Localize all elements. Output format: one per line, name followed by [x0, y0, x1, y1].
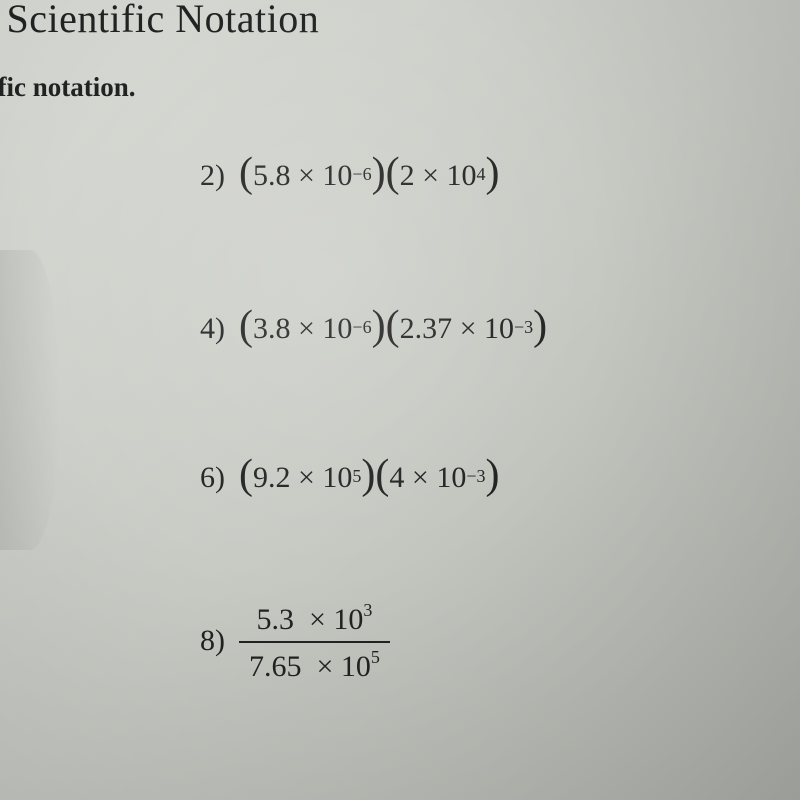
problem-6: 6) ( 9.2 × 105 )( 4 × 10−3 ): [200, 457, 500, 499]
worksheet-page: ng Scientific Notation ific notation. 2)…: [0, 0, 800, 800]
expression: ( 9.2 × 105 )( 4 × 10−3 ): [239, 457, 500, 499]
problem-8: 8) 5.3 × 103 7.65 × 105: [200, 600, 390, 682]
problem-2: 2) ( 5.8 × 10−6 )( 2 × 104 ): [200, 155, 500, 197]
problem-4: 4) ( 3.8 × 10−6 )( 2.37 × 10−3 ): [200, 308, 547, 350]
problem-number: 8): [200, 624, 225, 658]
coef-bot: 7.65: [249, 650, 302, 683]
left-paren-icon: (: [375, 454, 389, 496]
right-paren-icon: ): [361, 454, 375, 496]
page-subtitle: ific notation.: [0, 72, 136, 103]
coef-b: 2: [400, 159, 415, 193]
times: × 10: [404, 461, 466, 495]
right-paren-icon: ): [372, 305, 386, 347]
vignette-overlay: [0, 0, 800, 800]
left-paren-icon: (: [239, 305, 253, 347]
exp-top: 3: [363, 600, 372, 620]
left-paren-icon: (: [239, 454, 253, 496]
exp-b: −3: [514, 317, 533, 338]
times: × 10: [452, 312, 514, 346]
left-paren-icon: (: [386, 152, 400, 194]
exp-bot: 5: [371, 647, 380, 667]
right-paren-icon: ): [486, 152, 500, 194]
times: × 10: [291, 312, 353, 346]
coef-top: 5.3: [257, 603, 295, 636]
right-paren-icon: ): [486, 454, 500, 496]
right-paren-icon: ): [533, 305, 547, 347]
fraction-denominator: 7.65 × 105: [239, 643, 390, 684]
fraction: 5.3 × 103 7.65 × 105: [239, 602, 390, 684]
times: × 10: [415, 159, 477, 193]
page-title: ng Scientific Notation: [0, 0, 319, 42]
exp-a: −6: [352, 164, 371, 185]
coef-b: 2.37: [400, 312, 453, 346]
times: × 10: [309, 650, 371, 683]
fraction-numerator: 5.3 × 103: [247, 602, 383, 641]
times: × 10: [291, 159, 353, 193]
times: × 10: [291, 461, 353, 495]
exp-b: −3: [466, 466, 485, 487]
coef-a: 3.8: [253, 312, 291, 346]
exp-a: −6: [352, 317, 371, 338]
expression: ( 3.8 × 10−6 )( 2.37 × 10−3 ): [239, 308, 547, 350]
exp-b: 4: [477, 164, 486, 185]
coef-b: 4: [389, 461, 404, 495]
exp-a: 5: [352, 466, 361, 487]
problem-number: 4): [200, 312, 225, 346]
problem-number: 2): [200, 159, 225, 193]
left-paren-icon: (: [386, 305, 400, 347]
times: × 10: [302, 603, 364, 636]
coef-a: 9.2: [253, 461, 291, 495]
problem-number: 6): [200, 461, 225, 495]
paper-shadow: [0, 250, 60, 550]
left-paren-icon: (: [239, 152, 253, 194]
coef-a: 5.8: [253, 159, 291, 193]
right-paren-icon: ): [372, 152, 386, 194]
expression: ( 5.8 × 10−6 )( 2 × 104 ): [239, 155, 500, 197]
